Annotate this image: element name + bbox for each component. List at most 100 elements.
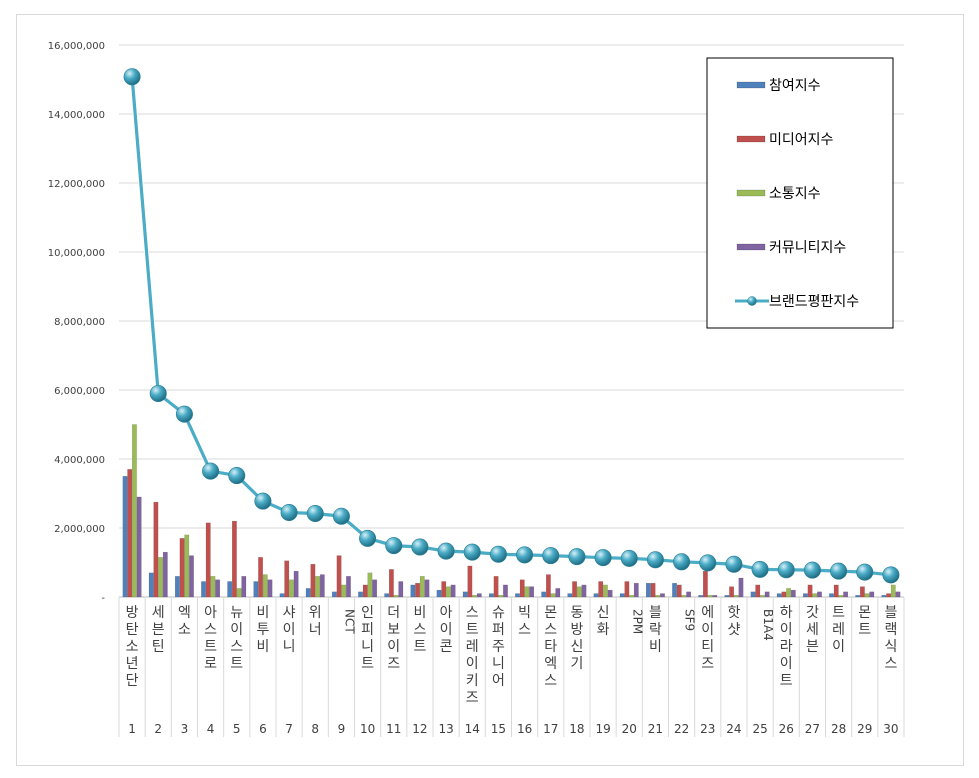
bar — [755, 584, 761, 598]
bar — [786, 588, 792, 598]
bar — [315, 576, 320, 598]
x-rank-label: 28 — [831, 722, 846, 736]
brand-line — [123, 68, 900, 584]
bar — [703, 570, 708, 598]
gridlines — [119, 44, 904, 598]
line-point — [123, 68, 141, 86]
x-rank-label: 5 — [233, 722, 241, 736]
bar — [546, 574, 551, 598]
bar — [886, 593, 891, 598]
y-tick-label: 16,000,000 — [48, 41, 105, 52]
line-point — [751, 560, 769, 578]
bar — [672, 583, 677, 598]
bar — [436, 589, 442, 598]
bar — [686, 591, 692, 598]
line-point — [306, 505, 324, 523]
bar — [346, 576, 351, 598]
bar — [389, 569, 394, 598]
y-tick-label: 8,000,000 — [54, 317, 105, 328]
x-rank-label: 30 — [883, 722, 898, 736]
bar — [860, 586, 865, 598]
bar — [158, 557, 163, 598]
bar — [764, 591, 770, 598]
line-point — [594, 549, 612, 567]
line-point — [830, 562, 848, 580]
bar — [284, 560, 290, 598]
bar — [148, 572, 154, 598]
line-point — [699, 554, 717, 572]
bar — [319, 574, 325, 598]
bar — [619, 593, 625, 598]
bar — [624, 581, 630, 598]
bar — [829, 593, 834, 598]
bar — [890, 584, 896, 598]
bar — [593, 593, 599, 598]
legend-swatch — [736, 81, 766, 89]
x-rank-label: 26 — [779, 722, 794, 736]
line-point — [620, 549, 638, 567]
y-tick-label: 12,000,000 — [48, 179, 105, 190]
bar — [817, 591, 822, 598]
bar — [529, 586, 535, 598]
bar — [724, 595, 730, 598]
line-point — [803, 561, 821, 579]
y-tick-label: 4,000,000 — [54, 455, 105, 466]
x-rank-label: 2 — [154, 722, 162, 736]
bar — [488, 593, 494, 598]
bar — [790, 589, 796, 598]
bar — [733, 595, 739, 598]
bar — [205, 522, 211, 598]
legend-marker — [747, 296, 757, 306]
x-rank-label: 16 — [517, 722, 532, 736]
bar — [236, 588, 242, 598]
bar — [267, 579, 273, 598]
legend-label: 브랜드평판지수 — [769, 294, 859, 310]
line-point — [202, 462, 220, 480]
x-rank-label: 12 — [412, 722, 427, 736]
bar — [289, 579, 294, 598]
bar — [305, 588, 311, 598]
bar — [843, 591, 849, 598]
bar — [184, 534, 190, 598]
bar — [393, 595, 399, 598]
bar — [441, 581, 447, 598]
bar — [712, 595, 718, 598]
bar — [122, 476, 128, 598]
x-rank-label: 23 — [700, 722, 715, 736]
bar — [776, 593, 782, 598]
bar — [567, 593, 573, 598]
bar — [310, 564, 316, 598]
x-rank-label: 21 — [648, 722, 663, 736]
bar — [467, 565, 473, 598]
bar — [210, 576, 216, 598]
bar — [633, 583, 639, 598]
legend-label: 미디어지수 — [769, 132, 834, 148]
bar — [655, 595, 661, 598]
x-rank-label: 25 — [752, 722, 767, 736]
bar — [462, 591, 468, 598]
x-rank-label: 7 — [285, 722, 293, 736]
x-rank-label: 1 — [128, 722, 136, 736]
bar — [410, 584, 416, 598]
line-point — [777, 561, 795, 579]
bar — [864, 593, 870, 598]
bar — [136, 496, 142, 598]
bar — [750, 591, 756, 598]
x-rank-label: 15 — [491, 722, 506, 736]
bar — [515, 593, 520, 598]
line-point — [359, 529, 377, 547]
